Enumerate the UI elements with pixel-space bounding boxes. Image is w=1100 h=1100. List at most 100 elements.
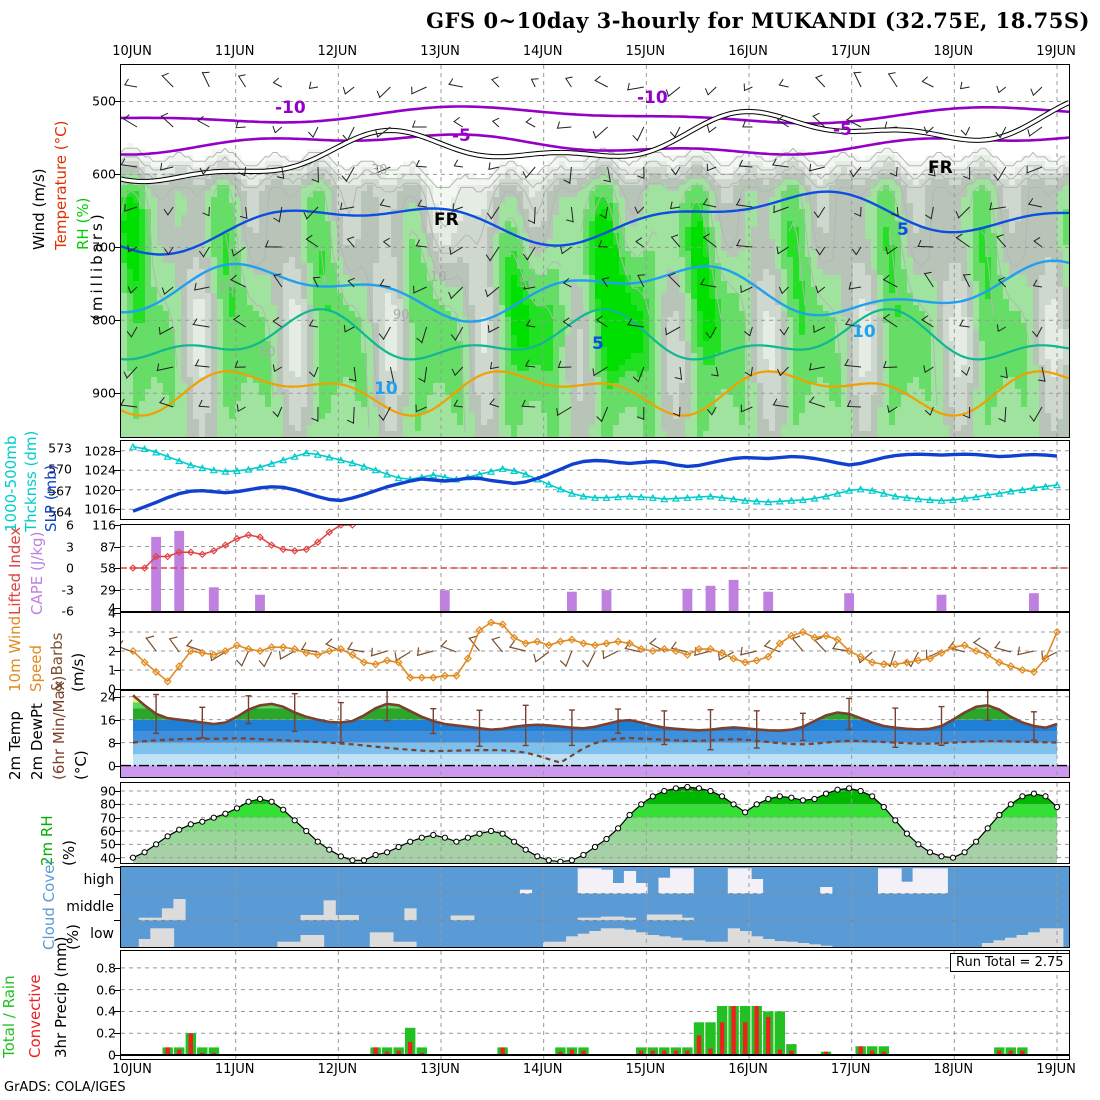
date-tick: 18JUN: [933, 1062, 974, 1077]
axis-tick: 6: [66, 517, 74, 533]
axis-tick: 24: [100, 689, 116, 705]
panel-axis-label: (millibars): [88, 211, 106, 320]
axis-tickmark: [114, 101, 121, 103]
axis-tickmark: [114, 320, 121, 322]
date-axis-bottom: 10JUN 11JUN 12JUN 13JUN 14JUN 15JUN 16JUN 17JUN…: [112, 1062, 1076, 1080]
date-tick: 11JUN: [214, 44, 255, 59]
contour-label: 10: [852, 322, 876, 342]
contour-label: FR: [434, 210, 459, 230]
thickness-slp-panel: [120, 440, 1070, 520]
date-tick: 17JUN: [830, 44, 871, 59]
contour-label: -5: [452, 126, 471, 146]
date-tick: 12JUN: [317, 44, 358, 59]
axis-tick: 0.6: [96, 982, 116, 998]
axis-tickmark: [114, 831, 121, 832]
axis-tickmark: [114, 450, 121, 452]
date-tick: 10JUN: [112, 1062, 152, 1077]
axis-tickmark: [114, 393, 121, 395]
axis-tickmark: [114, 893, 121, 895]
axis-tick: 600: [92, 166, 116, 182]
panel-axis-label: Thcknss (dm): [22, 430, 40, 532]
axis-tickmark: [114, 719, 121, 721]
axis-tick: 16: [100, 712, 116, 728]
date-tick: 16JUN: [728, 44, 768, 59]
panel-axis-label: Temperature (°C): [52, 120, 70, 250]
axis-tick: 500: [92, 93, 116, 109]
axis-tickmark: [114, 804, 121, 806]
axis-tick: 60: [100, 823, 116, 839]
panel-axis-label: 1000-500mb: [2, 435, 20, 532]
panel-axis-label: (°C): [72, 750, 90, 780]
contour-label: 10: [430, 270, 447, 285]
cloud-level-label: middle: [66, 899, 114, 915]
axis-tick: 570: [48, 461, 72, 477]
panel-axis-label: 2m Temp: [6, 711, 24, 780]
panel-axis-label: 2m DewPt: [28, 703, 46, 780]
contour-label: 5: [592, 334, 604, 354]
axis-tick: 40: [100, 850, 116, 866]
axis-tickmark: [114, 817, 121, 819]
axis-tickmark: [114, 791, 121, 792]
cloud-cover-panel: [120, 866, 1070, 948]
axis-tick: 0: [108, 758, 116, 774]
axis-tickmark: [114, 857, 121, 859]
axis-tickmark: [114, 920, 121, 922]
axis-tickmark: [114, 470, 121, 472]
axis-tick: 700: [92, 239, 116, 255]
contour-label: -10: [637, 88, 668, 108]
axis-tickmark: [114, 509, 121, 511]
panel-axis-label: Total / Rain: [0, 975, 18, 1058]
date-tick: 10JUN: [112, 44, 152, 59]
axis-tickmark: [114, 696, 121, 698]
axis-tickmark: [114, 632, 121, 633]
axis-tick: 0: [108, 1047, 116, 1063]
axis-tick: -3: [61, 582, 74, 597]
axis-tick: 4: [108, 600, 116, 616]
date-tick: 11JUN: [214, 1062, 255, 1077]
axis-tick: 1016: [84, 501, 116, 517]
axis-tick: 3: [66, 539, 74, 554]
contour-label: FR: [928, 158, 953, 178]
panel-axis-label: (m/s): [69, 652, 87, 692]
axis-tick: 0.4: [96, 1003, 116, 1019]
axis-tick: 0.2: [96, 1025, 116, 1041]
date-tick: 16JUN: [728, 1062, 768, 1077]
axis-tickmark: [114, 568, 121, 569]
date-tick: 17JUN: [830, 1062, 871, 1077]
axis-tick: 800: [92, 312, 116, 328]
contour-label: 30: [371, 163, 388, 178]
axis-tickmark: [114, 689, 121, 690]
date-tick: 15JUN: [625, 1062, 666, 1077]
rh-legend-swatch: [24, 272, 46, 332]
contour-label: 90: [393, 308, 410, 323]
axis-tick: 564: [48, 504, 72, 520]
upper-air-panel: [120, 64, 1070, 438]
axis-tick: 0: [66, 560, 74, 576]
axis-tick: 567: [48, 483, 72, 499]
axis-tickmark: [114, 174, 121, 176]
date-tick: 14JUN: [522, 44, 563, 59]
date-tick: 19JUN: [1036, 44, 1076, 59]
axis-tickmark: [114, 589, 121, 591]
axis-tickmark: [114, 967, 121, 969]
panel-axis-label: (6hr Min/Max): [50, 675, 68, 780]
panel-axis-label: Wind (m/s): [30, 168, 48, 250]
date-tick: 18JUN: [933, 44, 974, 59]
run-total-badge: Run Total = 2.75: [950, 953, 1070, 972]
axis-tick: 1: [108, 662, 116, 678]
axis-tickmark: [114, 651, 121, 652]
axis-tickmark: [114, 742, 121, 744]
axis-tick: 1028: [84, 443, 116, 459]
contour-label: 50: [259, 345, 276, 360]
date-tick: 12JUN: [317, 1062, 358, 1077]
panel-axis-label: Speed: [27, 644, 45, 692]
panel-axis-label: 3hr Precip (mm): [52, 936, 70, 1058]
axis-tickmark: [114, 525, 121, 526]
contour-label: -5: [833, 120, 852, 140]
axis-tickmark: [114, 1033, 121, 1035]
axis-tick: 8: [108, 735, 116, 751]
panel-axis-label: 10m Wind: [6, 615, 24, 692]
axis-tickmark: [114, 844, 121, 846]
axis-tick: 50: [100, 836, 116, 852]
cloud-level-label: low: [90, 925, 114, 942]
